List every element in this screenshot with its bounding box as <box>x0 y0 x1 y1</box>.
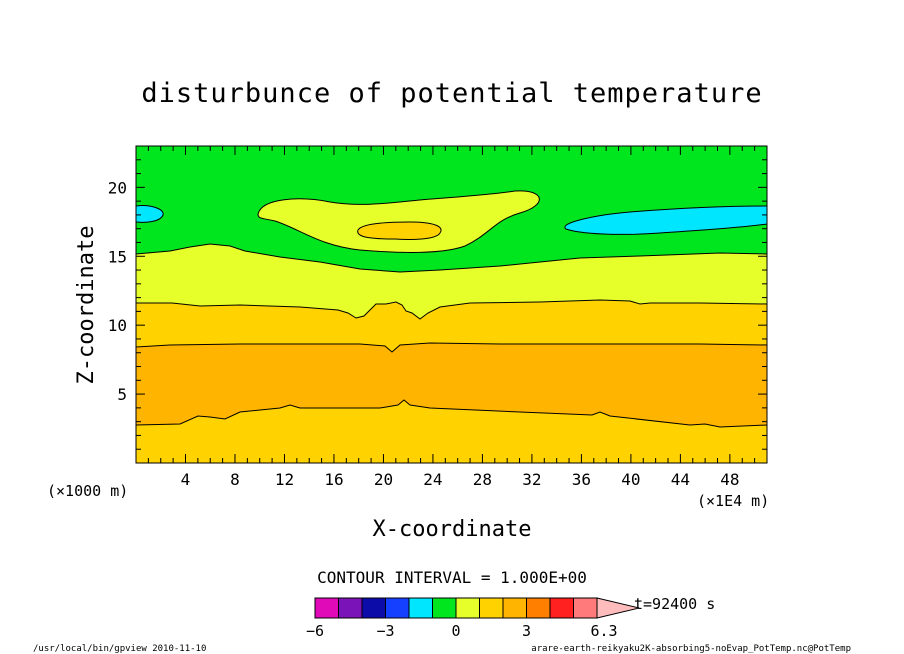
colorbar-swatch <box>338 597 363 619</box>
x-tick-label: 40 <box>621 470 640 489</box>
x-tick-label: 36 <box>572 470 591 489</box>
contour-line-2 <box>136 299 768 320</box>
plot-frame <box>135 145 768 464</box>
contour-line-0-left <box>135 205 164 223</box>
footer-left: /usr/local/bin/gpview 2010-11-10 <box>33 644 206 654</box>
colorbar-tick-label: 6.3 <box>591 622 618 640</box>
colorbar-swatch <box>314 597 339 619</box>
x-tick-label: 24 <box>423 470 442 489</box>
x-tick-label: 28 <box>473 470 492 489</box>
x-tick-label: 20 <box>374 470 393 489</box>
y-tick-label: 20 <box>108 178 127 197</box>
x-axis-label: X-coordinate <box>373 517 532 542</box>
y-tick-label: 15 <box>108 247 127 266</box>
contour-line-1-upper <box>257 190 540 254</box>
contour-line-3 <box>135 342 768 353</box>
x-tick-label: 12 <box>275 470 294 489</box>
colorbar-swatch <box>408 597 433 619</box>
contour-line-3-lower <box>135 399 768 428</box>
x-tick-label: 48 <box>720 470 739 489</box>
y-axis: 5 10 15 20 <box>108 159 767 450</box>
x-tick-label: 4 <box>181 470 191 489</box>
colorbar-swatch <box>502 597 527 619</box>
y-tick-label: 5 <box>117 385 127 404</box>
x-tick-label: 16 <box>324 470 343 489</box>
x-tick-label: 32 <box>522 470 541 489</box>
footer-right: arare-earth-reikyaku2K-absorbing5-noEvap… <box>531 644 851 654</box>
x-axis: 4 8 12 16 20 24 28 32 36 40 44 48 <box>147 146 756 489</box>
contour-line-0-right <box>564 205 768 235</box>
contour-line-1 <box>135 243 768 273</box>
colorbar-swatch <box>549 597 574 619</box>
colorbar-tick-label: −6 <box>306 622 324 640</box>
contour-line-2-upper <box>357 221 442 240</box>
contour-interval-label: CONTOUR INTERVAL = 1.000E+00 <box>317 568 587 587</box>
colorbar-tick-label: 0 <box>451 622 460 640</box>
colorbar-swatch <box>361 597 386 619</box>
colorbar-swatch <box>573 597 598 619</box>
colorbar-extend-triangle <box>596 597 640 619</box>
contour-band-2-3-upper <box>357 222 442 240</box>
contour-field <box>136 146 767 463</box>
colorbar-swatch <box>385 597 410 619</box>
y-axis-label: Z-coordinate <box>74 226 99 385</box>
contour-band-neg1-0-right <box>564 206 767 235</box>
x-tick-label: 8 <box>230 470 240 489</box>
colorbar-tick-label: 3 <box>522 622 531 640</box>
colorbar-tick-label: −3 <box>376 622 394 640</box>
colorbar-swatch <box>526 597 551 619</box>
colorbar-swatch <box>479 597 504 619</box>
colorbar-swatch <box>432 597 457 619</box>
y-tick-label: 10 <box>108 316 127 335</box>
y-scale-label: (×1000 m) <box>47 482 128 500</box>
x-scale-label: (×1E4 m) <box>697 492 769 510</box>
time-label: t=92400 s <box>634 595 715 613</box>
contour-lines <box>135 190 768 428</box>
chart-title: disturbunce of potential temperature <box>141 78 762 109</box>
colorbar-swatch <box>455 597 480 619</box>
colorbar: −6 −3 0 3 6.3 <box>306 597 640 640</box>
x-tick-label: 44 <box>671 470 690 489</box>
contour-band-neg1-0-left <box>136 205 164 223</box>
